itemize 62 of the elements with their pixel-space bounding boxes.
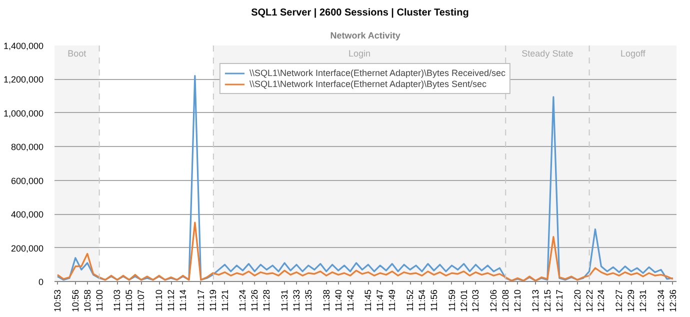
x-tick-label: 11:12 [166,289,176,312]
chart-title: SQL1 Server | 2600 Sessions | Cluster Testing [251,8,469,18]
x-tick-label: 11:28 [262,289,272,312]
x-tick-label: 12:10 [512,289,523,312]
x-tick-label: 11:47 [375,289,386,312]
x-tick-label: 12:13 [530,289,540,312]
x-tick-label: 11:38 [321,289,332,312]
y-tick-label: 1,000,000 [3,108,44,118]
x-tick-label: 11:33 [291,289,302,312]
x-tick-label: 11:31 [280,289,290,312]
x-tick-label: 11:17 [196,289,206,312]
line-series [56,222,674,282]
chart-subtitle: Network Activity [330,30,400,40]
x-tick-label: 10:53 [52,289,62,312]
x-tick-label: 11:56 [428,289,439,312]
x-tick-label: 11:40 [333,289,344,312]
x-tick-label: 12:22 [584,289,594,312]
x-tick-label: 11:24 [238,289,248,312]
legend-label: \\SQL1\Network Interface(Ethernet Adapter)\Bytes Sent/sec [249,79,487,89]
x-tick-label: 12:29 [626,289,636,312]
y-tick-label: 0 [38,277,44,287]
band-label: Logoff [620,48,646,58]
x-tick-label: 10:58 [82,289,92,312]
y-tick-label: 600,000 [10,176,44,186]
x-tick-label: 12:36 [668,289,678,312]
x-tick-label: 11:49 [387,289,398,312]
band-label: Login [348,48,371,58]
x-tick-label: 12:27 [614,289,624,312]
x-tick-label: 12:06 [488,289,499,312]
x-tick-label: 11:07 [136,289,146,312]
y-tick-label: 800,000 [10,142,44,152]
x-tick-label: 11:10 [154,289,164,312]
x-tick-label: 11:03 [112,289,122,312]
x-tick-label: 11:00 [94,289,104,312]
band-label: Boot [68,48,87,58]
x-tick-label: 11:45 [363,289,374,312]
x-tick-label: 12:31 [638,289,648,312]
x-tick-label: 11:26 [250,289,260,312]
y-tick-label: 1,400,000 [3,41,44,51]
x-tick-label: 12:17 [554,289,564,312]
x-tick-label: 11:21 [220,289,230,312]
x-tick-label: 11:42 [345,289,356,312]
legend-label: \\SQL1\Network Interface(Ethernet Adapter)\Bytes Received/sec [249,68,506,78]
x-tick-label: 11:19 [208,289,218,312]
x-tick-label: 12:20 [572,289,582,312]
x-tick-label: 12:15 [542,289,552,312]
x-tick-label: 12:34 [656,289,666,312]
x-tick-label: 11:05 [124,289,134,312]
y-tick-label: 200,000 [10,243,44,254]
x-tick-label: 10:56 [70,289,80,312]
x-tick-label: 11:14 [178,289,188,312]
x-tick-label: 12:08 [500,289,511,312]
x-tick-label: 11:52 [405,289,416,312]
x-tick-label: 11:54 [416,289,427,312]
y-tick-label: 400,000 [10,210,44,220]
x-tick-label: 11:35 [303,289,314,312]
x-tick-label: 11:59 [446,289,457,312]
y-tick-label: 1,200,000 [3,74,44,85]
x-tick-label: 12:01 [458,289,469,312]
x-tick-label: 12:24 [596,289,606,312]
band-label: Steady State [522,48,574,58]
x-tick-label: 12:03 [470,289,481,312]
